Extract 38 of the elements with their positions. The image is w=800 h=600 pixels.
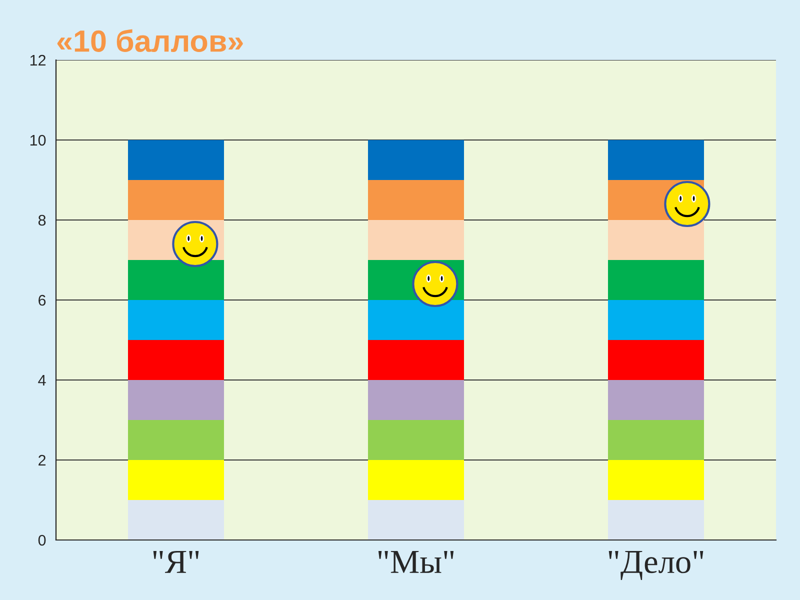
bar	[368, 140, 464, 180]
bar	[128, 180, 224, 220]
bar	[608, 340, 704, 380]
bar	[368, 220, 464, 260]
chart-title: «10 баллов»	[57, 29, 243, 52]
y-tick-label: 8	[38, 214, 46, 226]
bar	[128, 300, 224, 340]
bar	[608, 260, 704, 300]
bar	[608, 460, 704, 500]
bar	[368, 420, 464, 460]
bar	[608, 140, 704, 180]
bar	[128, 380, 224, 420]
bar	[368, 300, 464, 340]
bar	[368, 340, 464, 380]
x-tick-label: "Я"	[153, 551, 199, 573]
x-tick-label: "Мы"	[378, 551, 454, 573]
bar	[128, 140, 224, 180]
bar	[128, 260, 224, 300]
bar	[128, 500, 224, 540]
bar	[368, 500, 464, 540]
bar	[608, 420, 704, 460]
bar	[368, 460, 464, 500]
y-tick-label: 0	[38, 534, 46, 546]
y-tick-label: 6	[38, 294, 46, 306]
y-tick-label: 10	[30, 134, 46, 146]
y-tick-label: 4	[38, 375, 46, 386]
y-tick-label: 12	[30, 54, 46, 66]
bar	[128, 460, 224, 500]
bar	[608, 220, 704, 260]
x-tick-label: "Дело"	[608, 551, 704, 580]
bar	[608, 500, 704, 540]
y-tick-label: 2	[38, 454, 46, 466]
bar	[128, 340, 224, 380]
bar	[368, 180, 464, 220]
bar	[368, 380, 464, 420]
bar	[608, 380, 704, 420]
bar	[608, 300, 704, 340]
bar	[128, 420, 224, 460]
